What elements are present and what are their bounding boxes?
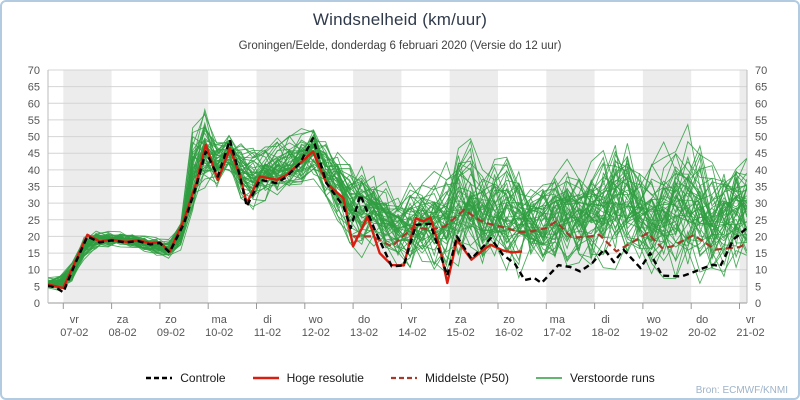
svg-text:zo: zo — [165, 314, 177, 326]
verstoorde-runs-line-sample-icon — [536, 377, 563, 379]
series-middelste-p50- — [353, 208, 747, 253]
svg-text:16-02: 16-02 — [495, 327, 523, 339]
svg-text:0: 0 — [755, 298, 761, 310]
svg-text:40: 40 — [28, 165, 40, 177]
svg-text:vr: vr — [746, 314, 756, 326]
svg-text:10: 10 — [28, 265, 40, 277]
svg-text:35: 35 — [755, 182, 767, 194]
legend: Controle Hoge resolutie Middelste (P50) … — [2, 368, 798, 388]
svg-text:do: do — [696, 314, 708, 326]
svg-text:65: 65 — [28, 82, 40, 94]
controle-line-sample-icon — [146, 376, 173, 380]
svg-text:25: 25 — [755, 215, 767, 227]
svg-text:10: 10 — [755, 265, 767, 277]
svg-text:5: 5 — [34, 281, 40, 293]
legend-item-hoge-resolutie: Hoge resolutie — [252, 371, 364, 385]
chart-subtitle: Groningen/Eelde, donderdag 6 februari 20… — [238, 40, 562, 52]
svg-text:20-02: 20-02 — [688, 327, 716, 339]
svg-text:wo: wo — [308, 314, 323, 326]
x-axis-labels: vr07-02za08-02zo09-02ma10-02di11-02wo12-… — [60, 303, 765, 339]
svg-text:12-02: 12-02 — [302, 327, 330, 339]
chart-title: Windsnelheid (km/uur) — [312, 10, 488, 29]
svg-text:50: 50 — [28, 132, 40, 144]
svg-text:50: 50 — [755, 132, 767, 144]
svg-text:vr: vr — [408, 314, 418, 326]
svg-text:do: do — [358, 314, 370, 326]
legend-label-middelste: Middelste (P50) — [424, 371, 510, 385]
svg-text:15-02: 15-02 — [447, 327, 475, 339]
middelste-line-sample-icon — [390, 376, 417, 380]
svg-text:vr: vr — [70, 314, 80, 326]
legend-label-verstoorde-runs: Verstoorde runs — [570, 371, 655, 385]
svg-text:za: za — [117, 314, 130, 326]
svg-text:di: di — [263, 314, 272, 326]
svg-text:45: 45 — [28, 148, 40, 160]
svg-text:30: 30 — [28, 198, 40, 210]
svg-text:11-02: 11-02 — [254, 327, 281, 339]
svg-text:za: za — [455, 314, 468, 326]
svg-text:17-02: 17-02 — [543, 327, 571, 339]
svg-text:15: 15 — [28, 248, 40, 260]
svg-text:di: di — [601, 314, 610, 326]
main-series-lines — [48, 137, 747, 294]
svg-text:55: 55 — [755, 115, 767, 127]
svg-text:5: 5 — [755, 281, 761, 293]
svg-text:60: 60 — [755, 98, 767, 110]
svg-text:19-02: 19-02 — [640, 327, 668, 339]
svg-text:40: 40 — [755, 165, 767, 177]
legend-item-middelste: Middelste (P50) — [390, 371, 509, 385]
svg-text:zo: zo — [503, 314, 515, 326]
svg-text:25: 25 — [28, 215, 40, 227]
legend-label-controle: Controle — [180, 371, 226, 385]
svg-text:21-02: 21-02 — [736, 327, 764, 339]
svg-text:09-02: 09-02 — [157, 327, 185, 339]
hoge-resolutie-line-sample-icon — [252, 376, 279, 380]
svg-text:0: 0 — [34, 298, 40, 310]
legend-item-controle: Controle — [145, 371, 226, 385]
svg-text:07-02: 07-02 — [60, 327, 88, 339]
series-controle — [48, 137, 747, 294]
svg-text:35: 35 — [28, 182, 40, 194]
legend-item-verstoorde-runs: Verstoorde runs — [535, 371, 655, 385]
legend-label-hoge-resolutie: Hoge resolutie — [286, 371, 364, 385]
svg-text:45: 45 — [755, 148, 767, 160]
series-hoge-resolutie — [48, 143, 523, 290]
svg-text:10-02: 10-02 — [205, 327, 233, 339]
svg-text:30: 30 — [755, 198, 767, 210]
svg-text:20: 20 — [28, 231, 40, 243]
svg-text:20: 20 — [755, 231, 767, 243]
svg-text:08-02: 08-02 — [109, 327, 137, 339]
svg-text:70: 70 — [28, 65, 40, 77]
svg-text:ma: ma — [550, 314, 566, 326]
svg-text:65: 65 — [755, 82, 767, 94]
svg-text:14-02: 14-02 — [398, 327, 426, 339]
svg-text:55: 55 — [28, 115, 40, 127]
svg-text:60: 60 — [28, 98, 40, 110]
svg-text:15: 15 — [755, 248, 767, 260]
svg-text:wo: wo — [646, 314, 661, 326]
source-credit: Bron: ECMWF/KNMI — [695, 385, 788, 396]
svg-text:18-02: 18-02 — [592, 327, 620, 339]
svg-text:13-02: 13-02 — [350, 327, 378, 339]
svg-text:ma: ma — [212, 314, 228, 326]
svg-text:70: 70 — [755, 65, 767, 77]
